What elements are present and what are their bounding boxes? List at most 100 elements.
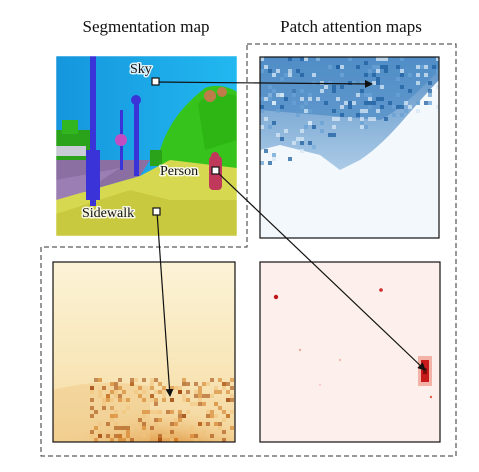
sidewalk-attention-patch bbox=[162, 394, 166, 398]
sidewalk-attention-patch bbox=[142, 398, 146, 402]
sidewalk-attention-patch bbox=[210, 410, 214, 414]
sidewalk-attention-patch bbox=[138, 386, 142, 390]
sky-attention-patch bbox=[264, 65, 268, 69]
sidewalk-attention-patch bbox=[190, 402, 194, 406]
sky-attention-patch bbox=[284, 97, 288, 101]
sky-attention-patch bbox=[360, 109, 364, 113]
sky-attention-patch bbox=[360, 121, 364, 125]
sky-attention-patch bbox=[368, 97, 372, 101]
sky-attention-patch bbox=[336, 97, 340, 101]
sky-attention-patch bbox=[272, 153, 276, 157]
sidewalk-attention-patch bbox=[230, 410, 234, 414]
sidewalk-attention-patch bbox=[118, 438, 122, 442]
sidewalk-attention-patch bbox=[98, 390, 102, 394]
sky-attention-patch bbox=[376, 97, 380, 101]
sky-attention-patch bbox=[340, 73, 344, 77]
sky-attention-patch bbox=[372, 73, 376, 77]
sky-attention-patch bbox=[372, 101, 376, 105]
sidewalk-arrow bbox=[156, 211, 174, 397]
sky-label: Sky bbox=[130, 62, 152, 77]
sidewalk-attention-patch bbox=[202, 394, 206, 398]
sky-attention-patch bbox=[300, 141, 304, 145]
sidewalk-attention-patch bbox=[170, 422, 174, 426]
sky-attention-patch bbox=[296, 113, 300, 117]
sky-attention-patch bbox=[416, 73, 420, 77]
sidewalk-attention-patch bbox=[198, 422, 202, 426]
sidewalk-attention-patch bbox=[122, 434, 126, 438]
sidewalk-attention-patch bbox=[166, 430, 170, 434]
sky-attention-patch bbox=[312, 145, 316, 149]
sky-attention-patch bbox=[388, 101, 392, 105]
sidewalk-attention-patch bbox=[170, 410, 174, 414]
sidewalk-attention-patch bbox=[174, 438, 178, 442]
sky-attention-patch bbox=[296, 137, 300, 141]
sky-attention-patch bbox=[400, 73, 404, 77]
sky-attention-patch bbox=[284, 73, 288, 77]
sidewalk-attention-patch bbox=[90, 434, 94, 438]
sky-attention-patch bbox=[404, 109, 408, 113]
sidewalk-attention-patch bbox=[178, 418, 182, 422]
sky-attention-patch bbox=[308, 141, 312, 145]
sidewalk-attention-patch bbox=[222, 410, 226, 414]
sidewalk-attention-patch bbox=[206, 422, 210, 426]
sidewalk-attention-patch bbox=[142, 414, 146, 418]
sidewalk-attention-patch bbox=[162, 398, 166, 402]
sidewalk-attention-patch bbox=[230, 398, 234, 402]
sky-attention-patch bbox=[264, 117, 268, 121]
sky-attention-patch bbox=[280, 137, 284, 141]
sky-attention-patch bbox=[268, 125, 272, 129]
sky-attention-patch bbox=[348, 81, 352, 85]
sidewalk-attention-patch bbox=[98, 434, 102, 438]
sky-attention-patch bbox=[428, 101, 432, 105]
sidewalk-attention-patch bbox=[170, 438, 174, 442]
sidewalk-attention-patch bbox=[182, 414, 186, 418]
sidewalk-attention-patch bbox=[150, 386, 154, 390]
sky-attention-patch bbox=[268, 85, 272, 89]
person-attention-map bbox=[259, 261, 441, 443]
sky-attention-patch bbox=[416, 109, 420, 113]
sky-attention-patch bbox=[360, 81, 364, 85]
sidewalk-attention-patch bbox=[218, 378, 222, 382]
sidewalk-attention-patch bbox=[210, 378, 214, 382]
sidewalk-attention-patch bbox=[90, 406, 94, 410]
sky-attention-patch bbox=[376, 109, 380, 113]
sky-attention-patch bbox=[344, 101, 348, 105]
sidewalk-attention-patch bbox=[114, 390, 118, 394]
sky-attention-patch bbox=[268, 69, 272, 73]
sidewalk-attention-patch bbox=[122, 410, 126, 414]
sky-attention-patch bbox=[400, 105, 404, 109]
sidewalk-attention-patch bbox=[134, 390, 138, 394]
person-arrow bbox=[215, 170, 426, 371]
sky-attention-patch bbox=[324, 101, 328, 105]
sidewalk-attention-patch bbox=[198, 394, 202, 398]
sidewalk-attention-patch bbox=[226, 414, 230, 418]
sidewalk-marker bbox=[152, 207, 161, 216]
sky-attention-patch bbox=[384, 57, 388, 61]
patch-attention-maps-heading: Patch attention maps bbox=[280, 17, 422, 36]
sky-attention-patch bbox=[272, 89, 276, 93]
sky-attention-frame bbox=[259, 56, 440, 239]
sidewalk-attention-patch bbox=[98, 378, 102, 382]
sky-attention-patch bbox=[308, 97, 312, 101]
sky-attention-patch bbox=[376, 77, 380, 81]
sky-attention-patch bbox=[320, 129, 324, 133]
sky-attention-patch bbox=[360, 89, 364, 93]
sky-attention-patch bbox=[308, 121, 312, 125]
person-label: Person bbox=[160, 164, 198, 179]
sky-attention-patch bbox=[292, 141, 296, 145]
sidewalk-attention-patch bbox=[102, 398, 106, 402]
sidewalk-attention-patch bbox=[150, 426, 154, 430]
sky-attention-patch bbox=[400, 113, 404, 117]
sky-attention-patch bbox=[260, 161, 264, 165]
sky-attention-patch bbox=[264, 149, 268, 153]
sidewalk-attention-patch bbox=[130, 438, 134, 442]
sidewalk-attention-patch bbox=[94, 410, 98, 414]
sidewalk-attention-patch bbox=[106, 398, 110, 402]
sidewalk-attention-patch bbox=[162, 386, 166, 390]
sky-attention-patch bbox=[272, 101, 276, 105]
sidewalk-attention-patch bbox=[186, 382, 190, 386]
sky-attention-patch bbox=[284, 129, 288, 133]
sidewalk-attention-patch bbox=[174, 422, 178, 426]
sky-attention-patch bbox=[264, 97, 268, 101]
sky-attention-patch bbox=[304, 101, 308, 105]
